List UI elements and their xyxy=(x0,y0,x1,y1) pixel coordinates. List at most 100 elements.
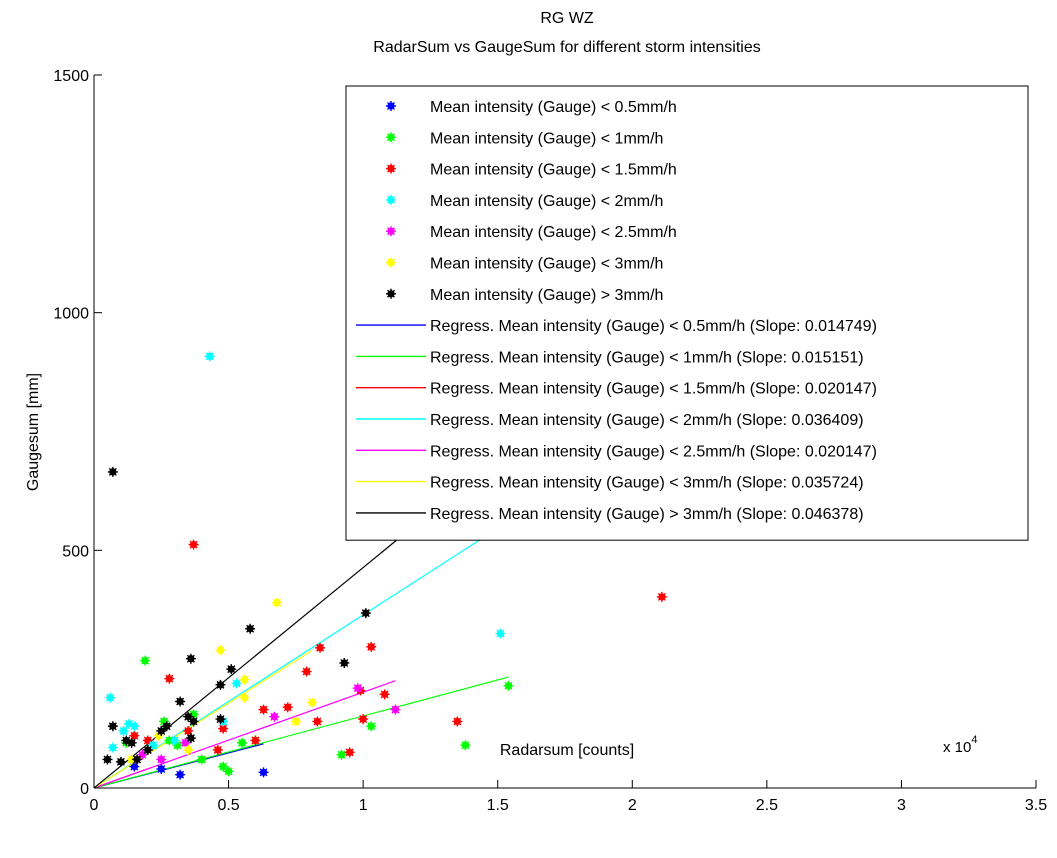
legend-label-11: Regress. Mean intensity (Gauge) < 2.5mm/… xyxy=(430,443,877,460)
data-point-s6-17 xyxy=(102,754,113,765)
data-point-s6-19 xyxy=(161,721,172,732)
data-point-s6-16 xyxy=(107,721,118,732)
legend-marker-0 xyxy=(386,101,396,111)
axes: 0 0.5 1 1.5 2 2.5 3 3.5 0 500 1000 1500 xyxy=(53,68,1047,814)
data-point-s2-16 xyxy=(129,730,140,741)
x-tick-label: 3 xyxy=(897,797,906,814)
data-point-s6-3 xyxy=(339,657,350,668)
legend-label-1: Mean intensity (Gauge) < 1mm/h xyxy=(430,130,663,147)
data-point-s6-9 xyxy=(188,716,199,727)
data-point-s2-13 xyxy=(212,744,223,755)
x-multiplier-exponent: 4 xyxy=(971,734,977,746)
regression-line-6 xyxy=(94,534,404,788)
data-point-s6-0 xyxy=(107,466,118,477)
legend-label-12: Regress. Mean intensity (Gauge) < 3mm/h … xyxy=(430,475,864,492)
legend-marker-4 xyxy=(386,226,396,237)
data-point-s6-10 xyxy=(215,714,226,725)
legend-label-5: Mean intensity (Gauge) < 3mm/h xyxy=(430,256,663,273)
data-point-s2-18 xyxy=(250,735,261,746)
data-point-s5-2 xyxy=(239,674,250,685)
legend-label-3: Mean intensity (Gauge) < 2mm/h xyxy=(430,193,663,210)
data-point-s4-4 xyxy=(156,754,167,765)
legend-label-7: Regress. Mean intensity (Gauge) < 0.5mm/… xyxy=(430,318,877,335)
legend-label-0: Mean intensity (Gauge) < 0.5mm/h xyxy=(430,99,677,116)
x-tick-label: 2.5 xyxy=(756,797,778,814)
data-point-s5-0 xyxy=(272,597,283,608)
data-point-s1-12 xyxy=(237,737,248,748)
y-tick-label: 1000 xyxy=(53,306,89,323)
data-point-s2-8 xyxy=(312,716,323,727)
data-point-s6-20 xyxy=(126,737,137,748)
data-point-s0-2 xyxy=(156,763,167,774)
data-point-s0-3 xyxy=(129,761,140,772)
x-axis-multiplier: x 104 xyxy=(943,734,977,756)
data-point-s2-1 xyxy=(656,591,667,602)
x-axis-label: Radarsum [counts] xyxy=(500,742,634,759)
x-tick-label: 0 xyxy=(90,797,99,814)
data-point-s3-6 xyxy=(118,725,129,736)
data-point-s2-11 xyxy=(164,673,175,684)
data-point-s5-4 xyxy=(307,697,318,708)
data-point-s6-1 xyxy=(360,608,371,619)
data-point-s5-3 xyxy=(239,692,250,703)
plot-area xyxy=(94,351,667,788)
regression-line-5 xyxy=(94,649,313,788)
data-point-s1-8 xyxy=(503,680,514,691)
legend-marker-3 xyxy=(386,194,396,205)
data-point-s1-10 xyxy=(164,735,175,746)
data-point-s3-8 xyxy=(129,721,140,732)
legend-marker-6 xyxy=(386,288,396,299)
y-tick-label: 1500 xyxy=(53,68,89,85)
data-point-s1-7 xyxy=(460,740,471,751)
chart-subtitle: RadarSum vs GaugeSum for different storm… xyxy=(373,39,760,56)
data-point-s2-7 xyxy=(258,704,269,715)
data-point-s4-0 xyxy=(352,683,363,694)
data-point-s3-0 xyxy=(204,351,215,362)
data-point-s6-4 xyxy=(185,653,196,664)
regression-line-4 xyxy=(94,680,396,788)
data-point-s5-1 xyxy=(215,645,226,656)
x-tick-label: 2 xyxy=(628,797,637,814)
data-point-s1-0 xyxy=(140,655,151,666)
legend: Mean intensity (Gauge) < 0.5mm/h Mean int… xyxy=(345,85,1029,541)
data-point-s6-15 xyxy=(132,754,143,765)
legend-box xyxy=(345,85,1029,541)
legend-label-4: Mean intensity (Gauge) < 2.5mm/h xyxy=(430,224,677,241)
legend-marker-2 xyxy=(386,163,396,174)
x-tick-label: 1.5 xyxy=(487,797,509,814)
data-point-s1-11 xyxy=(196,754,207,765)
data-point-s1-5 xyxy=(336,749,347,760)
data-point-s6-7 xyxy=(175,696,186,707)
x-multiplier-base: x 10 xyxy=(943,739,971,756)
data-point-s2-19 xyxy=(282,702,293,713)
x-tick-label: 0.5 xyxy=(217,797,239,814)
legend-marker-1 xyxy=(386,132,396,143)
data-point-s2-17 xyxy=(183,725,194,736)
x-tick-label: 1 xyxy=(359,797,368,814)
data-point-s1-6 xyxy=(366,721,377,732)
data-point-s3-1 xyxy=(495,628,506,639)
data-point-s4-2 xyxy=(269,711,280,722)
data-point-s6-14 xyxy=(115,756,126,767)
data-point-s5-8 xyxy=(126,754,137,765)
data-point-s0-1 xyxy=(258,767,269,778)
data-point-s6-11 xyxy=(185,733,196,744)
plot-marks xyxy=(94,351,667,788)
legend-label-9: Regress. Mean intensity (Gauge) < 1.5mm/… xyxy=(430,381,877,398)
legend-label-10: Regress. Mean intensity (Gauge) < 2mm/h … xyxy=(430,412,864,429)
y-tick-label: 500 xyxy=(62,543,89,560)
data-point-s2-6 xyxy=(379,689,390,700)
regression-line-3 xyxy=(94,526,501,788)
data-point-s3-5 xyxy=(107,742,118,753)
y-tick-label: 0 xyxy=(80,781,89,798)
data-point-s1-4 xyxy=(218,761,229,772)
legend-label-13: Regress. Mean intensity (Gauge) > 3mm/h … xyxy=(430,506,864,523)
data-point-s5-5 xyxy=(183,744,194,755)
data-point-s2-3 xyxy=(366,641,377,652)
x-tick-label: 3.5 xyxy=(1025,797,1047,814)
data-point-s6-2 xyxy=(245,623,256,634)
data-point-s2-0 xyxy=(188,539,199,550)
chart-title: RG WZ xyxy=(540,10,594,27)
data-point-s2-10 xyxy=(358,714,369,725)
